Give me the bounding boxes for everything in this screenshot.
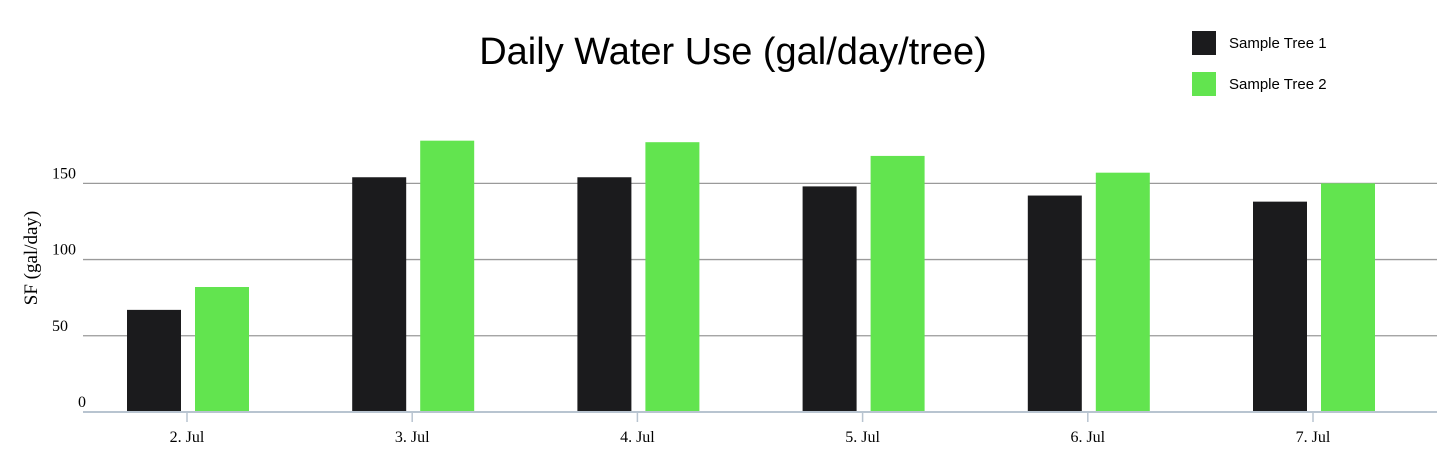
chart-title: Daily Water Use (gal/day/tree) (479, 31, 987, 73)
legend-swatch-series-2 (1192, 72, 1216, 96)
gridlines (83, 182, 1437, 337)
bar-series-2-1 (420, 140, 475, 412)
y-axis-label: SF (gal/day) (21, 211, 42, 305)
bar-series-2-3 (870, 155, 925, 412)
bar-series-2-4 (1095, 172, 1150, 412)
bar-series-1-2 (577, 177, 632, 412)
y-tick-label: 50 (52, 318, 68, 335)
bar-series-2-0 (195, 287, 249, 412)
x-tick-label: 7. Jul (1296, 429, 1331, 446)
y-tick-label: 150 (52, 165, 76, 182)
x-tick-label: 5. Jul (845, 429, 880, 446)
x-tick-label: 4. Jul (620, 429, 655, 446)
bar-series-1-5 (1253, 201, 1307, 412)
legend-swatch-series-1 (1192, 31, 1216, 55)
bar-series-1-0 (127, 309, 181, 412)
x-tick-label: 2. Jul (170, 429, 205, 446)
bar-series-1-1 (352, 177, 407, 412)
y-tick-label: 0 (78, 394, 86, 411)
x-tick-label: 6. Jul (1070, 429, 1105, 446)
bar-series-1-4 (1027, 195, 1082, 412)
y-axis-ticks: 0 50 100 150 (52, 165, 86, 411)
bars (127, 140, 1375, 413)
y-tick-label: 100 (52, 242, 76, 259)
legend-label-series-2: Sample Tree 2 (1229, 76, 1327, 93)
legend: Sample Tree 1 Sample Tree 2 (1192, 31, 1327, 96)
x-tick-label: 3. Jul (395, 429, 430, 446)
bar-series-1-3 (802, 186, 857, 412)
legend-label-series-1: Sample Tree 1 (1229, 35, 1327, 52)
x-axis-ticks: 2. Jul 3. Jul 4. Jul 5. Jul 6. Jul 7. Jul (170, 412, 1331, 446)
bar-series-2-2 (645, 142, 700, 413)
bar-series-2-5 (1321, 183, 1375, 412)
